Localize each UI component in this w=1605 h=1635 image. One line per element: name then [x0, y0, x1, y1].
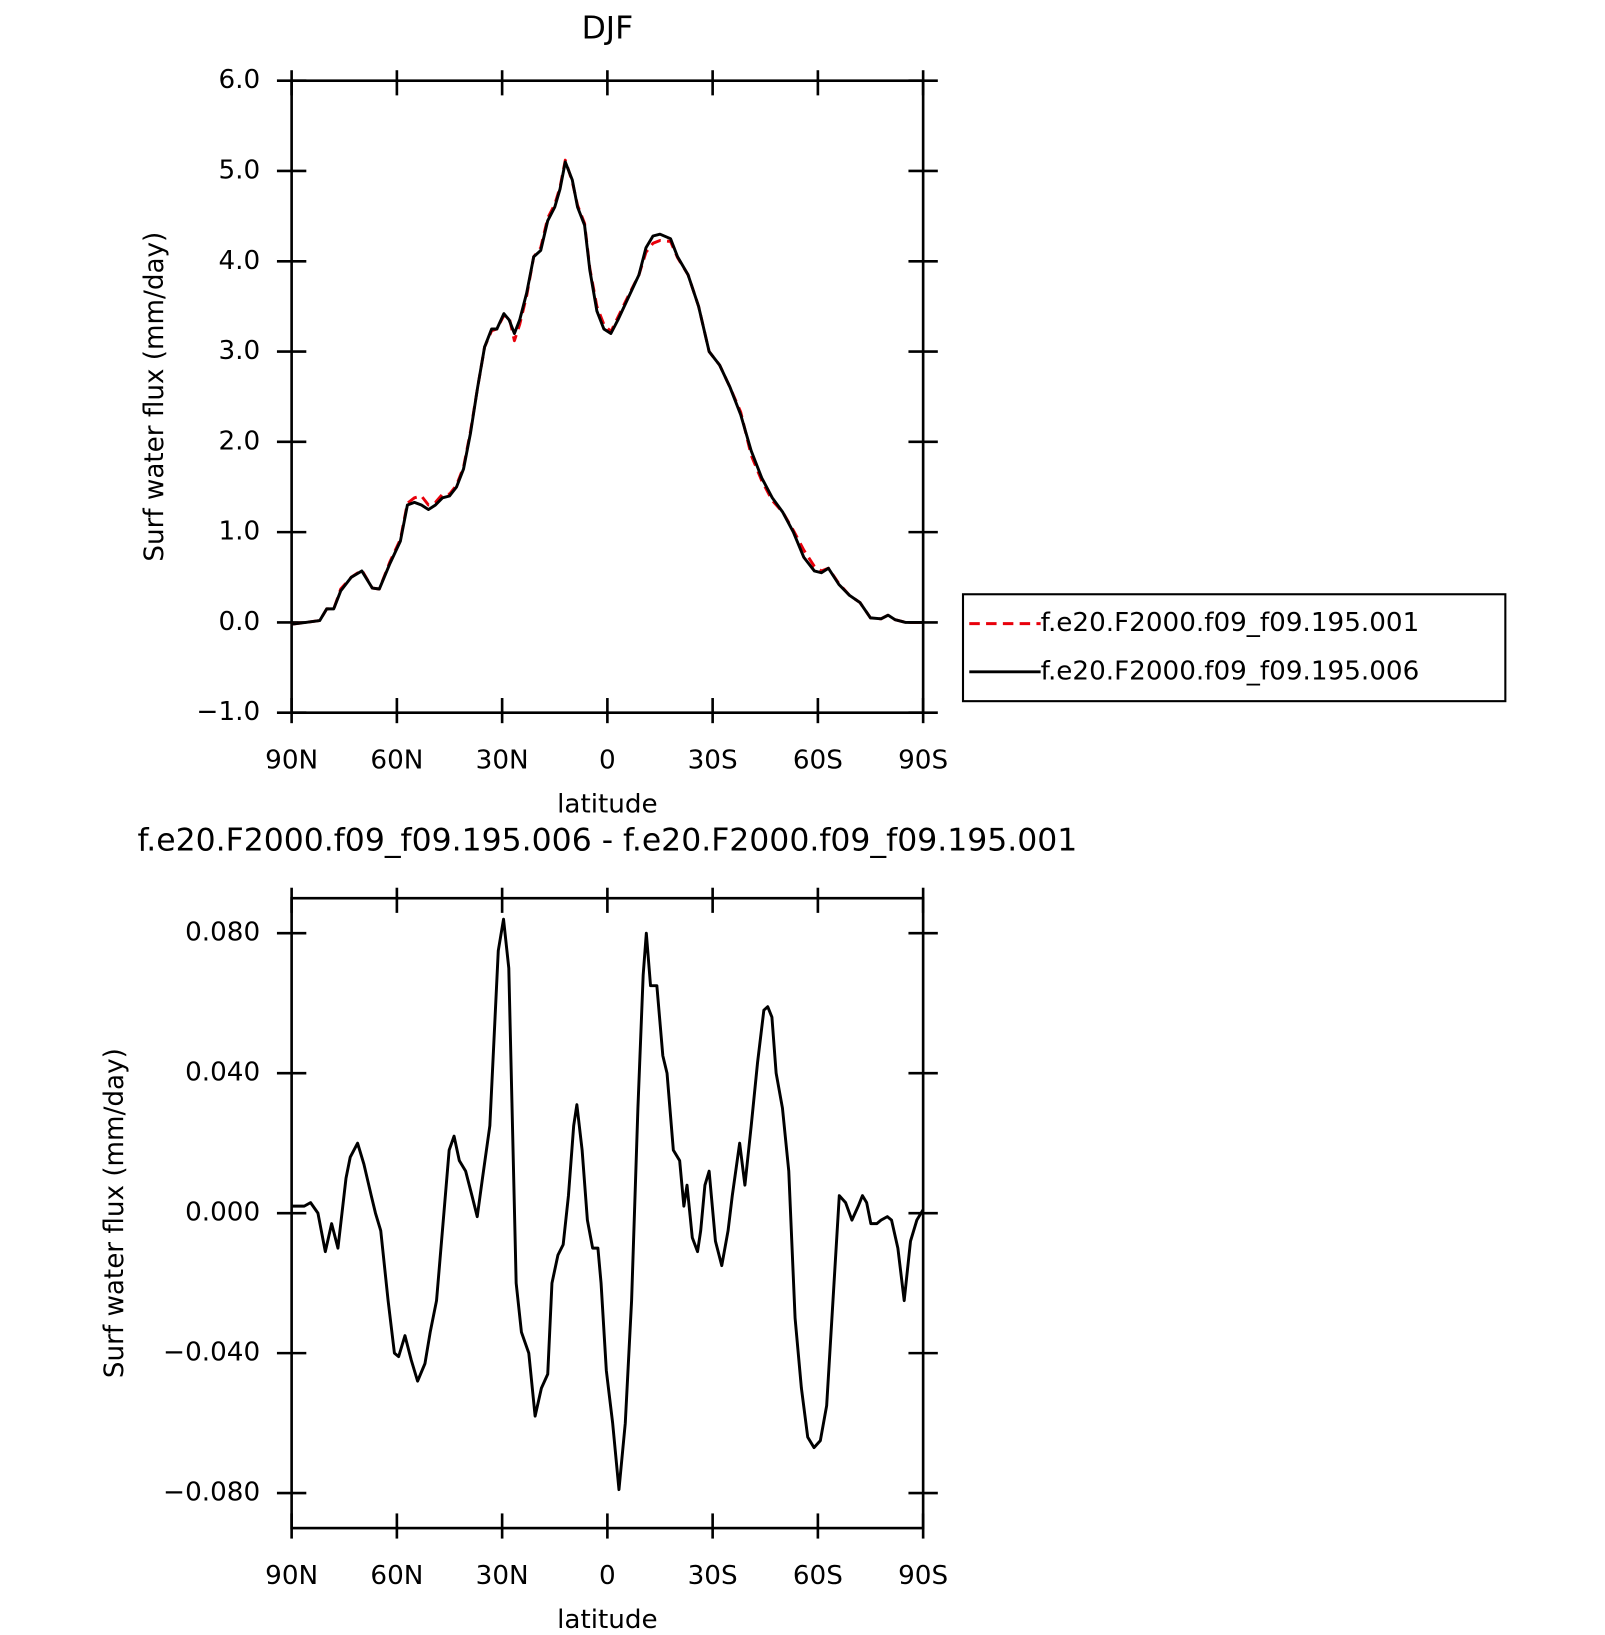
x-tick-label: 60N — [370, 1561, 423, 1591]
chart-title: f.e20.F2000.f09_f09.195.006 - f.e20.F200… — [137, 823, 1077, 859]
x-tick-label: 90N — [265, 745, 318, 775]
y-tick-label: 1.0 — [218, 517, 260, 547]
y-tick-label: −1.0 — [196, 697, 260, 727]
plot-frame — [290, 896, 925, 1530]
x-tick-label: 30N — [476, 745, 529, 775]
series-line — [291, 158, 924, 626]
y-tick-label: 0.080 — [185, 918, 260, 948]
x-tick-label: 30S — [688, 745, 738, 775]
y-tick-label: −0.080 — [163, 1478, 260, 1508]
x-axis-label: latitude — [557, 789, 658, 819]
series-line — [291, 917, 925, 1492]
y-tick-label: 6.0 — [218, 65, 260, 95]
x-tick-label: 60N — [370, 745, 423, 775]
x-tick-label: 30S — [688, 1561, 738, 1591]
y-tick-label: 0.040 — [185, 1058, 260, 1088]
x-tick-label: 60S — [793, 745, 843, 775]
y-tick-label: 0.0 — [218, 607, 260, 637]
y-tick-label: −0.040 — [163, 1338, 260, 1368]
legend-label: f.e20.F2000.f09_f09.195.001 — [1041, 608, 1420, 638]
y-tick-label: 0.000 — [185, 1198, 260, 1228]
plot-frame — [290, 79, 925, 715]
y-tick-label: 2.0 — [218, 426, 260, 456]
legend-box — [961, 593, 1507, 703]
x-axis-label: latitude — [557, 1605, 658, 1635]
y-tick-label: 3.0 — [218, 336, 260, 366]
y-tick-label: 4.0 — [218, 246, 260, 276]
legend-label: f.e20.F2000.f09_f09.195.006 — [1041, 656, 1420, 686]
y-tick-label: 5.0 — [218, 155, 260, 185]
y-axis-label: Surf water flux (mm/day) — [140, 232, 170, 562]
y-axis-label: Surf water flux (mm/day) — [100, 1048, 130, 1378]
x-tick-label: 90N — [265, 1561, 318, 1591]
series-line — [291, 160, 924, 626]
x-tick-label: 0 — [599, 745, 616, 775]
x-tick-label: 30N — [476, 1561, 529, 1591]
x-tick-label: 90S — [898, 1561, 948, 1591]
x-tick-label: 0 — [599, 1561, 616, 1591]
x-tick-label: 90S — [898, 745, 948, 775]
chart-title: DJF — [582, 10, 634, 46]
x-tick-label: 60S — [793, 1561, 843, 1591]
